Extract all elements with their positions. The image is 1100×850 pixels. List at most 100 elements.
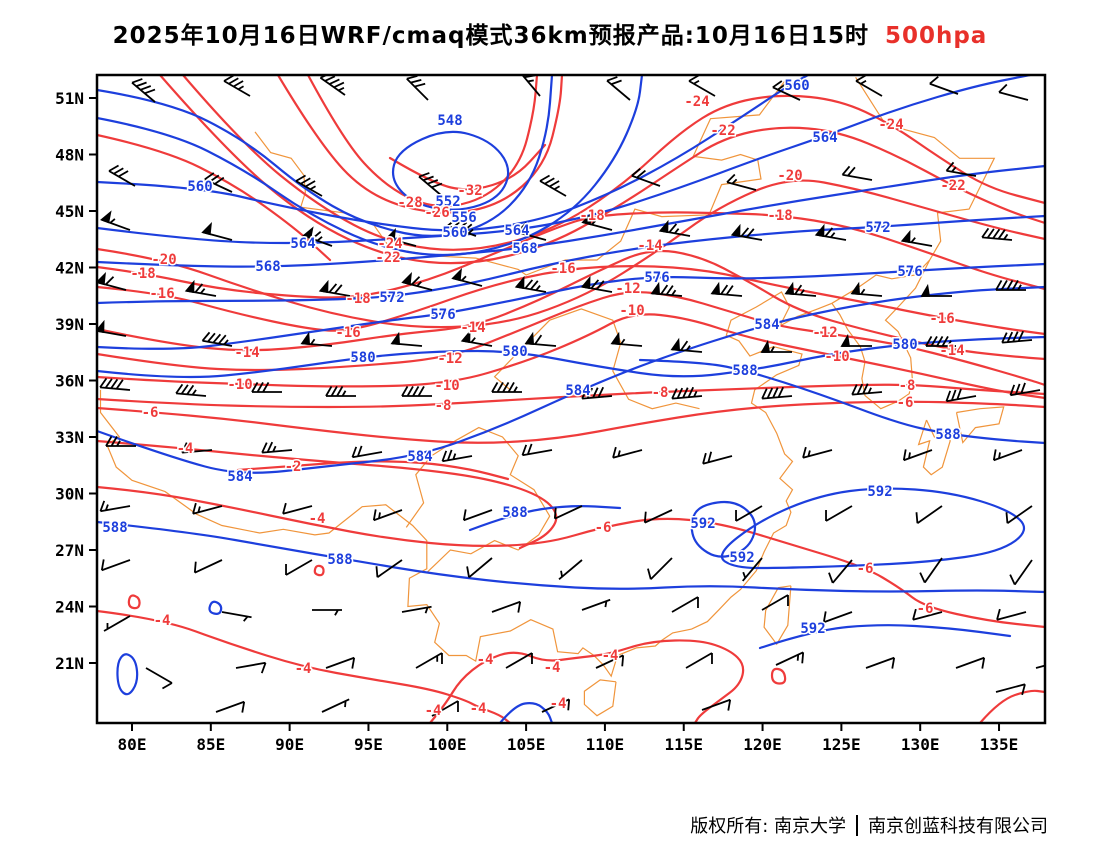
wind-barb [145,667,173,690]
contour-label--28: -28 [397,195,422,211]
contour-label--4: -4 [154,613,171,629]
wind-barb-pennant [710,281,721,295]
height-contour-580 [97,335,1045,379]
wind-barb [235,661,267,674]
wind-barb [223,75,251,97]
wind-barb-pennant [658,219,669,234]
lon-tick-115E: 115E [664,735,703,754]
wind-barb [919,557,943,584]
temp-contour--28 [306,75,539,208]
wind-barb [521,75,541,97]
contour-label--8: -8 [652,385,669,401]
lat-tick-48N: 48N [55,145,84,164]
wind-barb-pennant [900,229,911,244]
contour-label-580: 580 [502,344,527,360]
contour-label--4: -4 [602,648,619,664]
temp-contour--26 [276,75,564,214]
lat-tick-51N: 51N [55,89,84,108]
contour-label-592: 592 [867,484,892,500]
wind-barb [418,172,443,197]
contour-label--4: -4 [425,703,442,719]
lon-tick-85E: 85E [196,735,225,754]
contour-label-552: 552 [435,194,460,210]
wind-barb [401,386,432,397]
contour-label-568: 568 [512,241,537,257]
temp-contour--22 [158,75,1045,265]
wind-barb [1009,559,1033,586]
height-contour-556 [97,75,644,257]
contour-label-588: 588 [935,427,960,443]
contour-label-572: 572 [379,290,404,306]
wind-barb [447,217,477,237]
wind-barb-pennant [318,279,329,294]
contour-label--10: -10 [434,378,459,394]
wind-barb [945,161,977,177]
wind-barb [1001,330,1033,344]
contour-label-560: 560 [442,225,467,241]
contour-label--18: -18 [579,208,604,224]
wind-barb [902,449,933,462]
wind-barb-pennant [610,331,621,345]
wind-barb-pennant [401,272,412,286]
wind-barb-pennant [514,275,525,290]
wind-barb [539,174,567,197]
wind-barb [491,600,522,613]
lon-tick-130E: 130E [901,735,940,754]
wind-barb [671,596,699,613]
contour-label--24: -24 [684,94,709,110]
wind-barb [652,284,683,297]
wind-barb [702,451,733,465]
contour-label--10: -10 [824,349,849,365]
height-contour-588 [208,600,223,615]
temp-contour--16 [97,265,1045,336]
wind-barb [100,559,131,572]
wind-barb [995,280,1026,291]
contour-label--6: -6 [595,520,612,536]
temp-contour--18 [97,211,1045,299]
contour-label-560: 560 [784,78,809,94]
contour-label-564: 564 [290,236,315,252]
lat-tick-24N: 24N [55,597,84,616]
wind-barb [431,700,459,717]
contour-label--6: -6 [917,601,934,617]
contour-label--14: -14 [637,238,662,254]
lon-tick-90E: 90E [275,735,304,754]
contour-label-580: 580 [892,337,917,353]
contour-label-588: 588 [327,552,352,568]
height-contour-588 [468,504,622,532]
wind-barb [462,509,493,522]
wind-barb-pennant [100,210,112,224]
wind-barb-pennant [460,329,471,344]
height-contour-592 [690,500,757,558]
height-contour-560 [97,75,810,232]
contour-label-584: 584 [754,317,779,333]
lat-tick-39N: 39N [55,315,84,334]
temp-contour--24 [97,133,332,262]
wind-barb-pennant [515,222,526,236]
wind-barbs [97,75,1045,717]
lon-tick-135E: 135E [980,735,1019,754]
contour-label-584: 584 [407,449,432,465]
lat-tick-45N: 45N [55,202,84,221]
geo-outlines [99,76,1005,717]
wind-barb [612,446,643,459]
copyright-company: 南京创蓝科技有限公司 [868,816,1048,837]
lon-tick-100E: 100E [428,735,467,754]
wind-barb [282,502,313,515]
contour-label--16: -16 [149,286,174,302]
wind-barb [131,78,156,103]
height-contour-588 [498,702,554,723]
wind-barb [822,611,853,624]
lon-tick-125E: 125E [822,735,861,754]
wind-barb [925,336,956,347]
footer-divider [856,815,858,836]
wind-barb [841,165,873,181]
contour-label--4: -4 [309,511,326,527]
wind-barb [192,502,223,515]
wind-barb [855,75,883,97]
contour-label-576: 576 [430,307,455,323]
contour-label-560: 560 [187,179,212,195]
wind-barb [643,509,673,524]
contour-label-592: 592 [800,621,825,637]
lon-tick-110E: 110E [586,735,625,754]
